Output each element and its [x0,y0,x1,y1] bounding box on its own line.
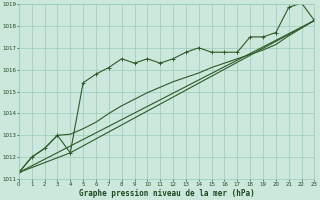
X-axis label: Graphe pression niveau de la mer (hPa): Graphe pression niveau de la mer (hPa) [79,189,254,198]
